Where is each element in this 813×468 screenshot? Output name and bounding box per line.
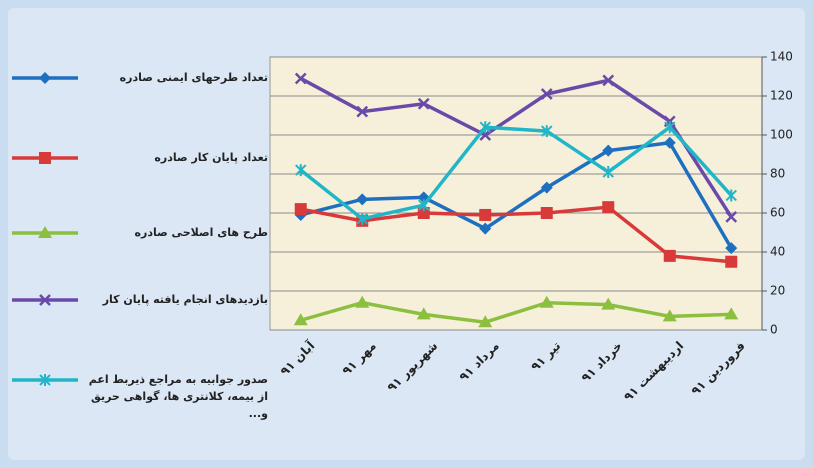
marker	[39, 294, 51, 306]
marker	[356, 105, 369, 118]
marker	[39, 72, 51, 84]
marker	[724, 307, 739, 320]
marker	[725, 211, 738, 223]
x-tick-label: فروردین ۹۱	[688, 339, 748, 399]
marker	[479, 222, 492, 235]
legend-label: بازدیدهای انجام یافته پایان کار	[102, 293, 268, 306]
marker	[663, 249, 676, 262]
legend-label: تعداد پایان کار صادره	[154, 151, 268, 164]
marker	[725, 189, 737, 202]
series-line	[300, 300, 732, 324]
marker	[356, 193, 369, 206]
marker	[540, 181, 553, 194]
marker	[38, 226, 52, 238]
marker	[602, 166, 614, 179]
marker	[479, 121, 491, 134]
legend-label: طرح های اصلاحی صادره	[134, 226, 269, 239]
marker	[541, 125, 553, 138]
marker	[540, 88, 553, 100]
y-tick-label: 40	[770, 245, 785, 259]
x-tick-label: مرداد ۹۱	[456, 339, 501, 384]
marker	[294, 72, 307, 85]
marker	[39, 374, 51, 386]
marker	[662, 309, 677, 322]
x-tick-label: خرداد ۹۱	[579, 339, 625, 385]
legend-label: صدور جوابیه به مراجع ذیربط اعم از بیمه، …	[88, 373, 268, 420]
x-tick-label: آبان ۹۱	[277, 337, 318, 378]
y-tick-label: 120	[770, 89, 793, 103]
legend-label: تعداد طرحهای ایمنی صادره	[119, 71, 268, 84]
x-tick-label: شهریور ۹۱	[385, 339, 442, 396]
series-line	[300, 140, 733, 249]
y-tick-label: 20	[770, 284, 785, 298]
marker	[418, 199, 430, 212]
y-tick-label: 100	[770, 128, 793, 142]
x-tick-label: اردیبهشت ۹۱	[621, 339, 686, 404]
marker	[602, 74, 615, 87]
marker	[725, 255, 738, 268]
marker	[602, 144, 615, 157]
series-line	[299, 76, 733, 218]
marker	[355, 295, 370, 308]
marker	[294, 203, 307, 216]
series-line	[299, 124, 733, 221]
marker	[417, 207, 430, 219]
y-tick-label: 80	[770, 167, 785, 181]
plot-area	[269, 56, 763, 331]
marker	[601, 297, 616, 310]
marker	[602, 201, 615, 214]
marker	[664, 121, 676, 134]
x-tick-label: تیر ۹۱	[528, 339, 563, 374]
y-tick-label: 140	[770, 50, 793, 64]
marker	[356, 212, 368, 225]
marker	[663, 136, 676, 149]
marker	[540, 207, 553, 219]
marker	[478, 315, 493, 328]
y-tick-label: 60	[770, 206, 785, 220]
marker	[539, 295, 554, 308]
marker	[479, 208, 492, 221]
marker	[293, 313, 308, 326]
marker	[39, 152, 51, 164]
marker	[417, 97, 430, 110]
y-tick-label: 0	[770, 323, 778, 337]
marker	[725, 242, 738, 255]
x-tick-label: مهر ۹۱	[339, 339, 378, 378]
marker	[416, 307, 431, 320]
marker	[295, 164, 307, 177]
series-line	[300, 205, 732, 264]
